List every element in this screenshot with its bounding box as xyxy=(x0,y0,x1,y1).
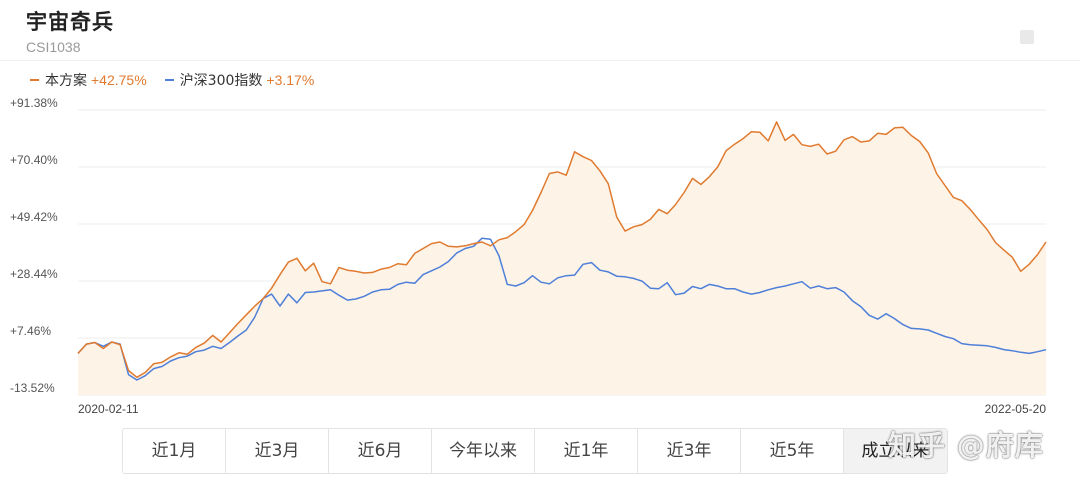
tab-ytd[interactable]: 今年以来 xyxy=(432,429,535,473)
legend-swatch-benchmark xyxy=(164,79,174,81)
series-line-1 xyxy=(77,237,1047,381)
chart-legend: 本方案 +42.75% 沪深300指数 +3.17% xyxy=(30,70,332,90)
tab-1-year[interactable]: 近1年 xyxy=(535,429,638,473)
legend-label-strategy: 本方案 xyxy=(45,73,87,89)
fund-title: 宇宙奇兵 xyxy=(26,10,114,34)
x-start-label: 2020-02-11 xyxy=(78,402,139,416)
legend-value-strategy: +42.75% xyxy=(91,72,147,88)
legend-item-strategy[interactable]: 本方案 +42.75% xyxy=(30,70,147,90)
watermark: 知乎 @府库 xyxy=(888,429,1044,462)
y-tick-label: +28.44% xyxy=(10,267,58,281)
menu-icon[interactable] xyxy=(1020,30,1034,44)
y-tick-label: +7.46% xyxy=(10,324,51,338)
fund-code: CSI1038 xyxy=(26,39,81,55)
tab-6-months[interactable]: 近6月 xyxy=(329,429,432,473)
series-line-0 xyxy=(77,121,1047,379)
period-tabs: 近1月 近3月 近6月 今年以来 近1年 近3年 近5年 成立以来 xyxy=(122,428,948,474)
legend-label-benchmark: 沪深300指数 xyxy=(179,73,263,89)
y-tick-label: +91.38% xyxy=(10,96,58,110)
tab-since-inception[interactable]: 成立以来 xyxy=(844,429,947,473)
y-tick-label: +70.40% xyxy=(10,153,58,167)
tab-3-months[interactable]: 近3月 xyxy=(226,429,329,473)
divider xyxy=(0,60,1080,61)
return-chart[interactable]: +91.38% +70.40% +49.42% +28.44% +7.46% -13.52… xyxy=(0,96,1080,426)
legend-value-benchmark: +3.17% xyxy=(266,72,315,88)
x-end-label: 2022-05-20 xyxy=(985,402,1047,416)
y-tick-label: -13.52% xyxy=(10,381,55,395)
tab-1-month[interactable]: 近1月 xyxy=(123,429,226,473)
y-tick-label: +49.42% xyxy=(10,210,58,224)
fund-header: 宇宙奇兵 CSI1038 xyxy=(26,6,114,55)
legend-item-benchmark[interactable]: 沪深300指数 +3.17% xyxy=(164,70,315,90)
tab-3-years[interactable]: 近3年 xyxy=(638,429,741,473)
tab-5-years[interactable]: 近5年 xyxy=(741,429,844,473)
series-area-0 xyxy=(78,121,1046,396)
legend-swatch-strategy xyxy=(30,79,39,81)
